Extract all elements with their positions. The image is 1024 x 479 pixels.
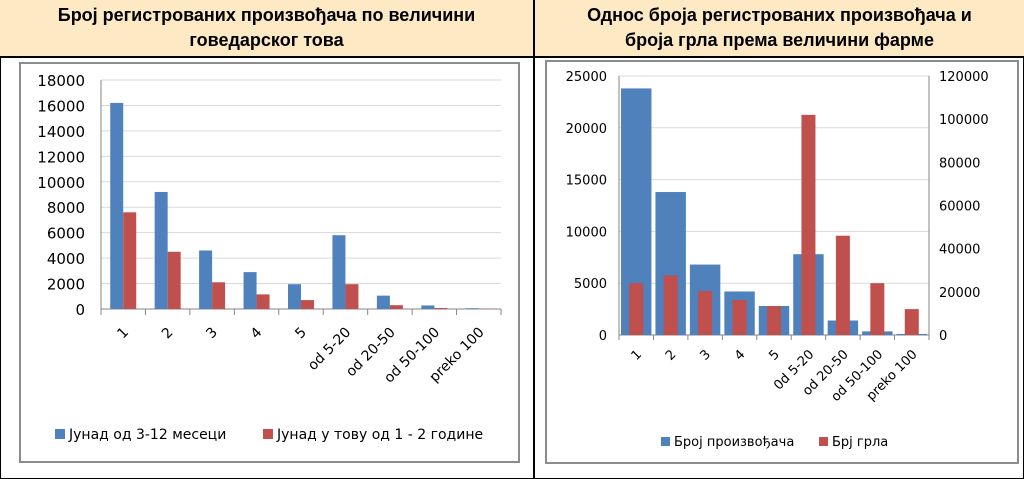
- y2-tick-label: 60000: [939, 200, 980, 215]
- bar-blue-1: [110, 102, 124, 310]
- left-header-line-1: Број регистрованих произвођача по величи…: [57, 5, 476, 25]
- x-tick-label: 4: [732, 347, 748, 363]
- y-tick-label: 18000: [37, 72, 85, 90]
- bar-heads-1: [629, 283, 644, 335]
- y-tick-label: 25000: [566, 70, 607, 85]
- y-tick-label: 14000: [37, 123, 85, 141]
- legend-swatch-red: [819, 437, 828, 446]
- bar-red-5: [301, 300, 314, 309]
- bar-heads-7: [835, 235, 850, 335]
- y-tick-label: 10000: [566, 225, 607, 240]
- bar-red-8: [434, 307, 448, 309]
- y-tick-label: 16000: [37, 97, 85, 115]
- legend-label: Број произвођача: [674, 435, 794, 450]
- y-tick-label: 8000: [47, 199, 85, 217]
- bar-blue-8: [421, 305, 435, 309]
- y-tick-label: 15000: [566, 174, 607, 189]
- y2-tick-label: 40000: [939, 243, 980, 258]
- bar-blue-2: [154, 191, 168, 309]
- bar-blue-7: [376, 295, 390, 309]
- bar-blue-5: [288, 284, 301, 309]
- right-chart-panel: 0 5000 10000 15000 20000 25000 0 20000 40000 6000…: [545, 60, 1019, 464]
- bar-blue-4: [243, 272, 257, 309]
- x-tick-label: 5: [766, 347, 782, 363]
- right-header-line-2: броја грла према величини фарме: [625, 30, 934, 50]
- x-tick-label: 1: [629, 347, 645, 363]
- x-tick-label: 5: [292, 325, 310, 343]
- bar-blue-3: [199, 250, 213, 309]
- y-tick-label: 10000: [37, 174, 85, 192]
- right-chart-header: Однос броја регистрованих произвођача и …: [535, 0, 1024, 58]
- bar-blue-6: [332, 235, 346, 309]
- bar-red-2: [167, 251, 181, 309]
- legend-label: Брј грла: [832, 435, 888, 450]
- y2-tick-label: 20000: [939, 286, 980, 301]
- y2-tick-label: 0: [939, 329, 947, 344]
- y-tick-label: 4000: [47, 250, 85, 268]
- y-tick-label: 5000: [574, 277, 607, 292]
- right-chart: 0 5000 10000 15000 20000 25000 0 20000 40000 6000…: [566, 70, 989, 450]
- legend-swatch-blue: [55, 429, 65, 439]
- left-chart-panel: 0 2000 4000 6000 8000 10000 12000 14000 16000 180…: [19, 62, 520, 463]
- bar-red-1: [123, 212, 137, 309]
- bar-red-6: [345, 284, 359, 309]
- bar-heads-9: [904, 309, 919, 335]
- bar-heads-4: [732, 300, 747, 335]
- left-header-line-2: говедарског това: [189, 30, 344, 50]
- column-divider: [533, 0, 535, 479]
- y-tick-label: 2000: [47, 276, 85, 294]
- bar-red-4: [256, 294, 270, 309]
- x-tick-label: 3: [203, 325, 221, 343]
- x-tick-label: 2: [663, 347, 679, 363]
- y-tick-label: 0: [599, 329, 607, 344]
- left-chart-header: Број регистрованих произвођача по величи…: [0, 0, 533, 58]
- legend-swatch-blue: [661, 437, 670, 446]
- x-tick-label: 1: [114, 325, 132, 343]
- y-tick-label: 6000: [47, 225, 85, 243]
- x-tick-label: 2: [159, 325, 177, 343]
- x-tick-label: 3: [697, 347, 713, 363]
- y-tick-label: 0: [75, 301, 85, 319]
- legend-label: Јунад у тову од 1 - 2 године: [276, 427, 483, 443]
- bar-heads-5: [767, 306, 781, 335]
- bar-blue-9: [465, 308, 479, 309]
- y-tick-label: 20000: [566, 122, 607, 137]
- bar-red-7: [389, 305, 403, 309]
- x-tick-label: 4: [248, 324, 266, 342]
- bar-heads-2: [663, 275, 678, 335]
- y2-tick-label: 120000: [939, 70, 989, 85]
- left-chart: 0 2000 4000 6000 8000 10000 12000 14000 16000 180…: [37, 72, 502, 443]
- legend-swatch-red: [263, 429, 273, 439]
- right-header-line-1: Однос броја регистрованих произвођача и: [587, 5, 972, 25]
- bar-heads-6: [801, 114, 816, 335]
- y-tick-label: 12000: [37, 148, 85, 166]
- y2-tick-label: 100000: [939, 113, 989, 128]
- bar-red-3: [212, 282, 226, 309]
- y2-tick-label: 80000: [939, 156, 980, 171]
- legend-label: Јунад од 3-12 месеци: [68, 427, 226, 443]
- bar-heads-8: [870, 283, 885, 335]
- bar-heads-3: [698, 290, 713, 335]
